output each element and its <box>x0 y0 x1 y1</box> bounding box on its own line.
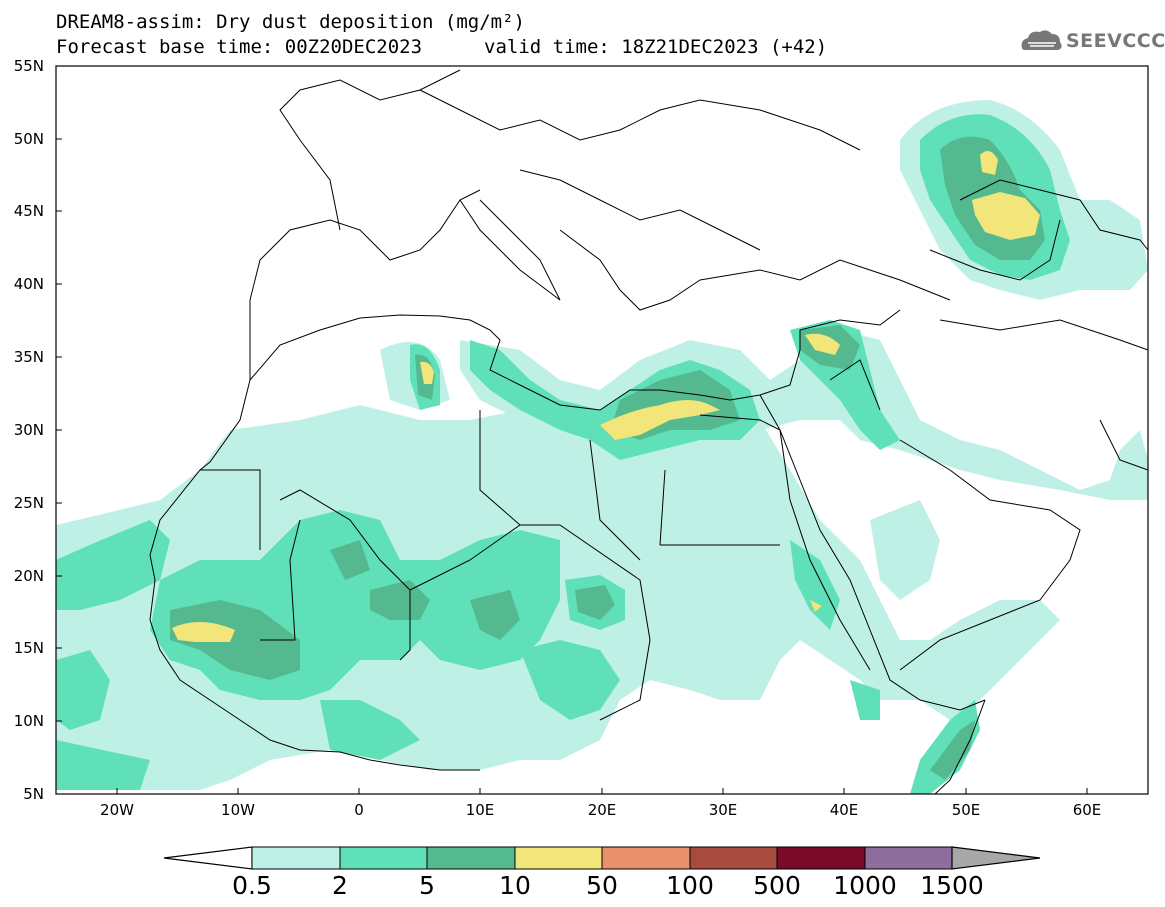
axis-ticks <box>56 65 1088 794</box>
legend-label: 2 <box>332 871 348 900</box>
colorbar-bin <box>776 846 866 870</box>
colorbar <box>163 846 1041 870</box>
lat-label: 40N <box>13 275 44 293</box>
lon-label: 20E <box>587 801 617 819</box>
colorbar-bin <box>601 846 691 870</box>
valid-time: valid time: 18Z21DEC2023 (+42) <box>484 36 828 58</box>
colorbar-bin <box>514 846 603 870</box>
legend-label: 1500 <box>920 871 984 900</box>
dust-fields <box>56 100 1148 794</box>
lon-label: 40E <box>829 801 859 819</box>
lat-label: 5N <box>23 785 44 803</box>
legend-label: 50 <box>586 871 618 900</box>
lon-label: 10E <box>465 801 495 819</box>
lon-label: 0 <box>354 801 364 819</box>
lat-label: 10N <box>13 712 44 730</box>
lat-label: 15N <box>13 639 44 657</box>
logo-text: SEEVCCC <box>1066 30 1165 52</box>
colorbar-bin <box>689 846 778 870</box>
forecast-base-time: Forecast base time: 00Z20DEC2023 <box>56 36 423 58</box>
legend-label: 0.5 <box>232 871 272 900</box>
lon-label: 30E <box>708 801 738 819</box>
colorbar-bin <box>864 846 953 870</box>
map-title: DREAM8-assim: Dry dust deposition (mg/m²… <box>56 11 525 33</box>
lon-label: 60E <box>1072 801 1102 819</box>
cloud-icon <box>1021 30 1062 50</box>
lat-label: 35N <box>13 348 44 366</box>
legend-label: 5 <box>419 871 435 900</box>
lon-label: 20W <box>100 801 134 819</box>
lat-label: 55N <box>13 57 44 75</box>
colorbar-bin <box>426 846 516 870</box>
colorbar-bin <box>339 846 428 870</box>
colorbar-low-arrow <box>163 846 253 870</box>
coastlines-and-borders <box>149 69 1148 794</box>
legend-label: 100 <box>666 871 714 900</box>
lat-label: 20N <box>13 567 44 585</box>
legend-label: 500 <box>753 871 801 900</box>
legend-label: 10 <box>499 871 531 900</box>
colorbar-bin <box>251 846 341 870</box>
legend-label: 1000 <box>833 871 897 900</box>
lon-label: 50E <box>951 801 981 819</box>
lat-label: 45N <box>13 202 44 220</box>
lat-label: 50N <box>13 130 44 148</box>
lon-label: 10W <box>221 801 255 819</box>
lat-label: 25N <box>13 494 44 512</box>
colorbar-high-arrow <box>951 846 1041 870</box>
lat-label: 30N <box>13 421 44 439</box>
